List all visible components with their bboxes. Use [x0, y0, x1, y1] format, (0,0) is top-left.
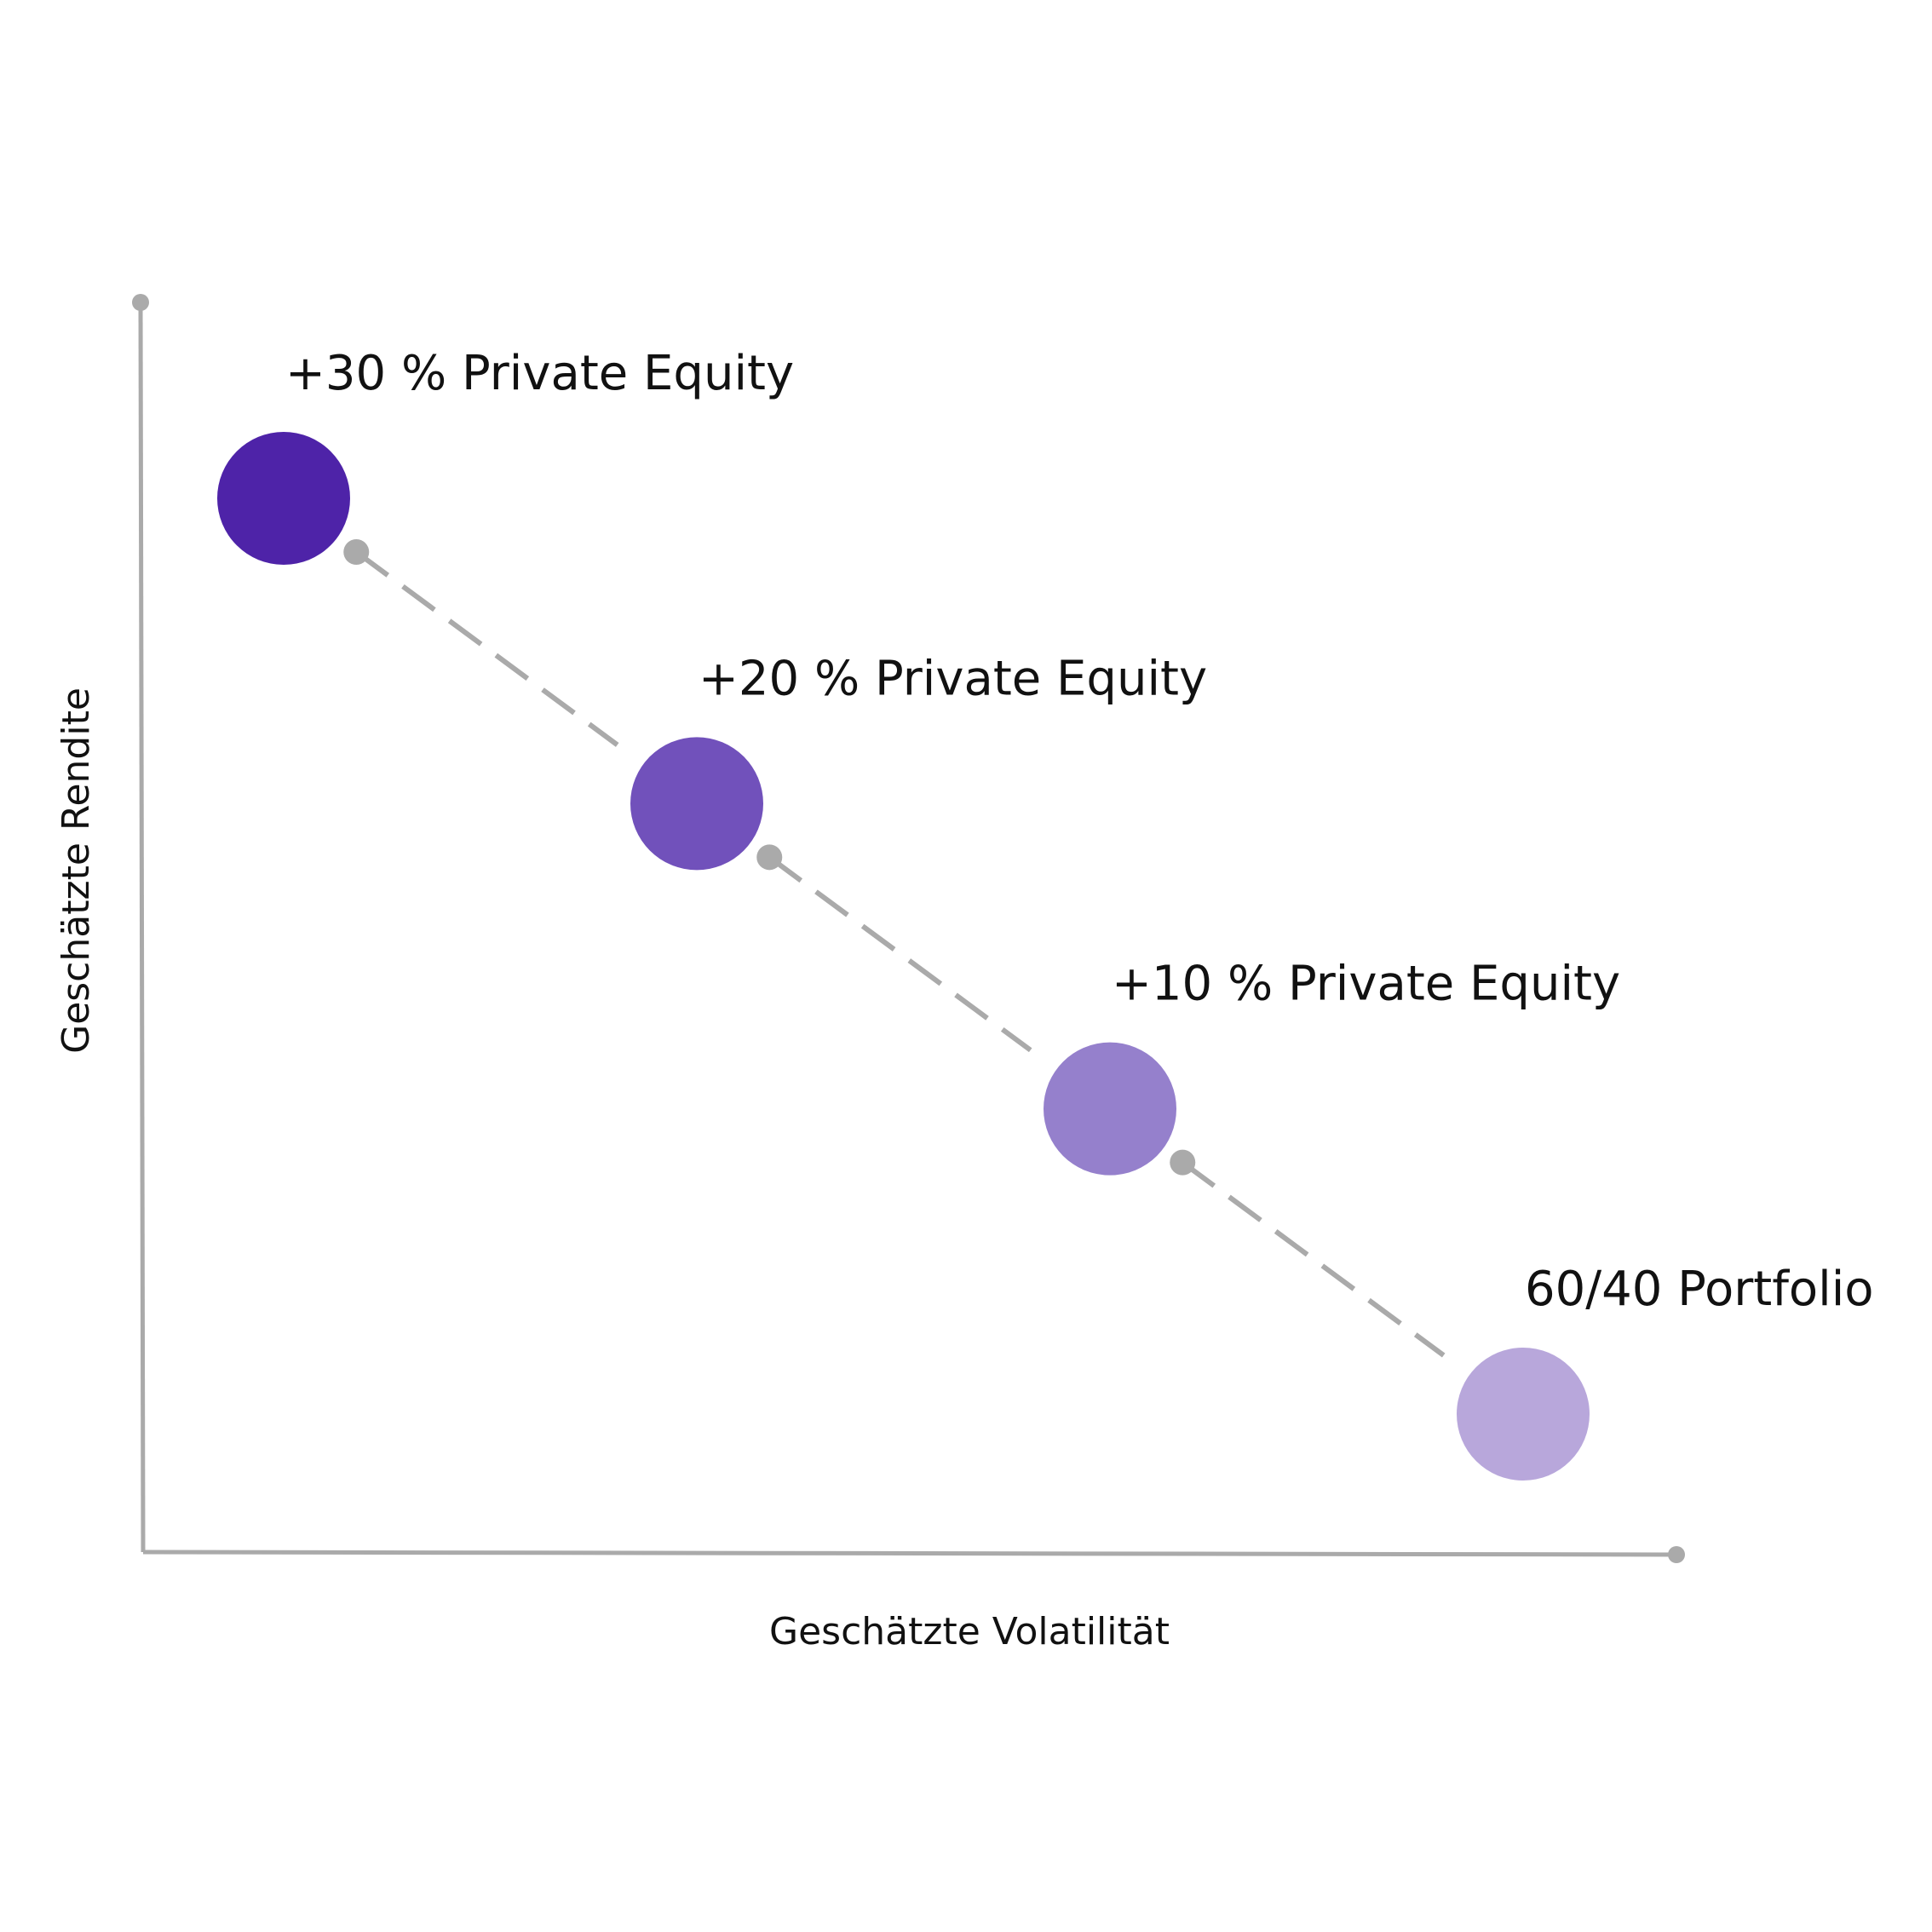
connector-start-dot [756, 844, 783, 871]
connector-line [1181, 1160, 1446, 1358]
x-axis-line [142, 1550, 1677, 1557]
connector-line [354, 549, 619, 747]
connectors [343, 538, 1446, 1358]
points [217, 432, 1590, 1481]
data-point-label: +30 % Private Equity [285, 346, 794, 401]
data-point [217, 432, 350, 565]
x-axis-title: Geschätzte Volatilität [769, 1610, 1170, 1653]
y-axis-line [138, 302, 146, 1553]
axes [132, 294, 1685, 1563]
data-point [1457, 1348, 1590, 1481]
connector-start-dot [343, 538, 370, 565]
connector-line [768, 854, 1032, 1053]
connector-start-dot [1170, 1149, 1196, 1176]
data-point [630, 737, 763, 871]
y-axis-title: Geschätzte Rendite [55, 687, 98, 1054]
data-point [1044, 1042, 1176, 1176]
data-point-label: +10 % Private Equity [1112, 957, 1620, 1012]
y-axis-end-dot [132, 294, 149, 311]
x-axis-end-dot [1668, 1546, 1685, 1563]
data-point-label: 60/40 Portfolio [1525, 1262, 1874, 1317]
data-point-label: +20 % Private Equity [699, 651, 1207, 706]
point-labels: +30 % Private Equity +20 % Private Equity… [285, 346, 1874, 1317]
